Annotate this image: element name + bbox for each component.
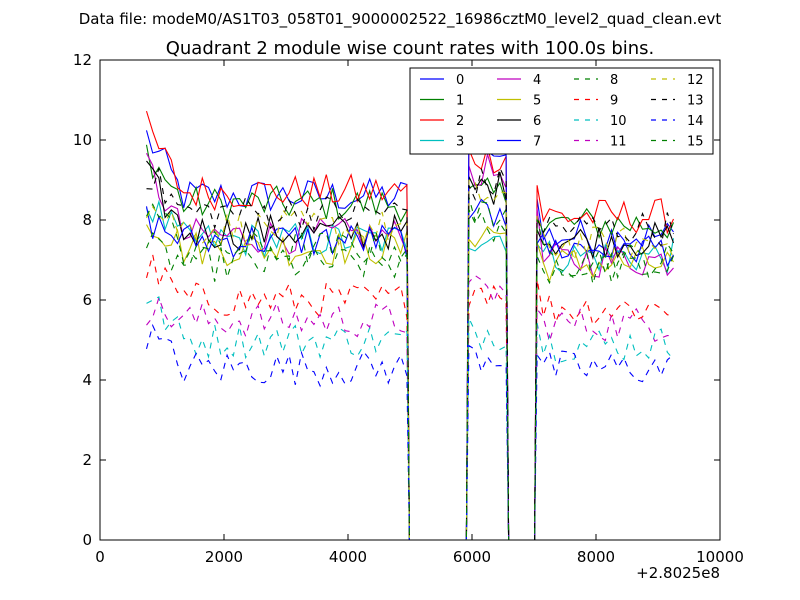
y-tick-label: 4 — [82, 371, 92, 389]
plot-lines — [145, 110, 675, 541]
legend-label-6: 6 — [533, 114, 541, 129]
x-tick-label: 10000 — [696, 548, 744, 566]
x-tick-label: 8000 — [577, 548, 615, 566]
legend-box — [409, 67, 714, 155]
x-offset-label: +2.8025e8 — [636, 564, 720, 582]
series-line-13 — [146, 166, 675, 541]
chart-title: Quadrant 2 module wise count rates with … — [166, 38, 655, 59]
series-line-7 — [145, 125, 674, 541]
legend-label-12: 12 — [687, 73, 704, 88]
legend-label-14: 14 — [687, 114, 704, 129]
legend-label-1: 1 — [456, 94, 464, 109]
series-line-6 — [146, 160, 675, 541]
series-line-11 — [146, 274, 674, 541]
legend-label-10: 10 — [610, 114, 627, 129]
y-tick-label: 12 — [73, 51, 92, 69]
legend-label-0: 0 — [456, 73, 464, 88]
legend-label-11: 11 — [610, 135, 627, 150]
legend-label-7: 7 — [533, 135, 541, 150]
series-line-12 — [146, 179, 675, 541]
legend-label-9: 9 — [610, 94, 618, 109]
series-line-0 — [145, 130, 674, 541]
series-line-2 — [145, 110, 675, 541]
series-line-14 — [145, 323, 674, 541]
y-tick-label: 10 — [73, 131, 92, 149]
series-line-8 — [145, 196, 675, 541]
series-line-3 — [146, 199, 675, 541]
x-tick-label: 0 — [95, 548, 105, 566]
y-tick-label: 6 — [82, 291, 92, 309]
x-tick-label: 4000 — [329, 548, 367, 566]
x-tick-label: 2000 — [205, 548, 243, 566]
series-line-4 — [146, 153, 674, 541]
data-file-label: Data file: modeM0/AS1T03_058T01_90000025… — [79, 10, 722, 29]
legend-label-2: 2 — [456, 114, 464, 129]
legend-label-8: 8 — [610, 73, 618, 88]
y-tick-label: 0 — [82, 531, 92, 549]
legend-label-4: 4 — [533, 73, 541, 88]
series-line-9 — [145, 254, 674, 541]
legend-label-5: 5 — [533, 94, 541, 109]
legend-label-13: 13 — [687, 94, 704, 109]
series-line-10 — [146, 296, 674, 541]
legend-label-3: 3 — [456, 135, 464, 150]
x-tick-label: 6000 — [453, 548, 491, 566]
series-line-1 — [145, 144, 675, 541]
y-tick-label: 2 — [82, 451, 92, 469]
series-line-15 — [146, 203, 674, 541]
y-tick-label: 8 — [82, 211, 92, 229]
legend-label-15: 15 — [687, 135, 704, 150]
